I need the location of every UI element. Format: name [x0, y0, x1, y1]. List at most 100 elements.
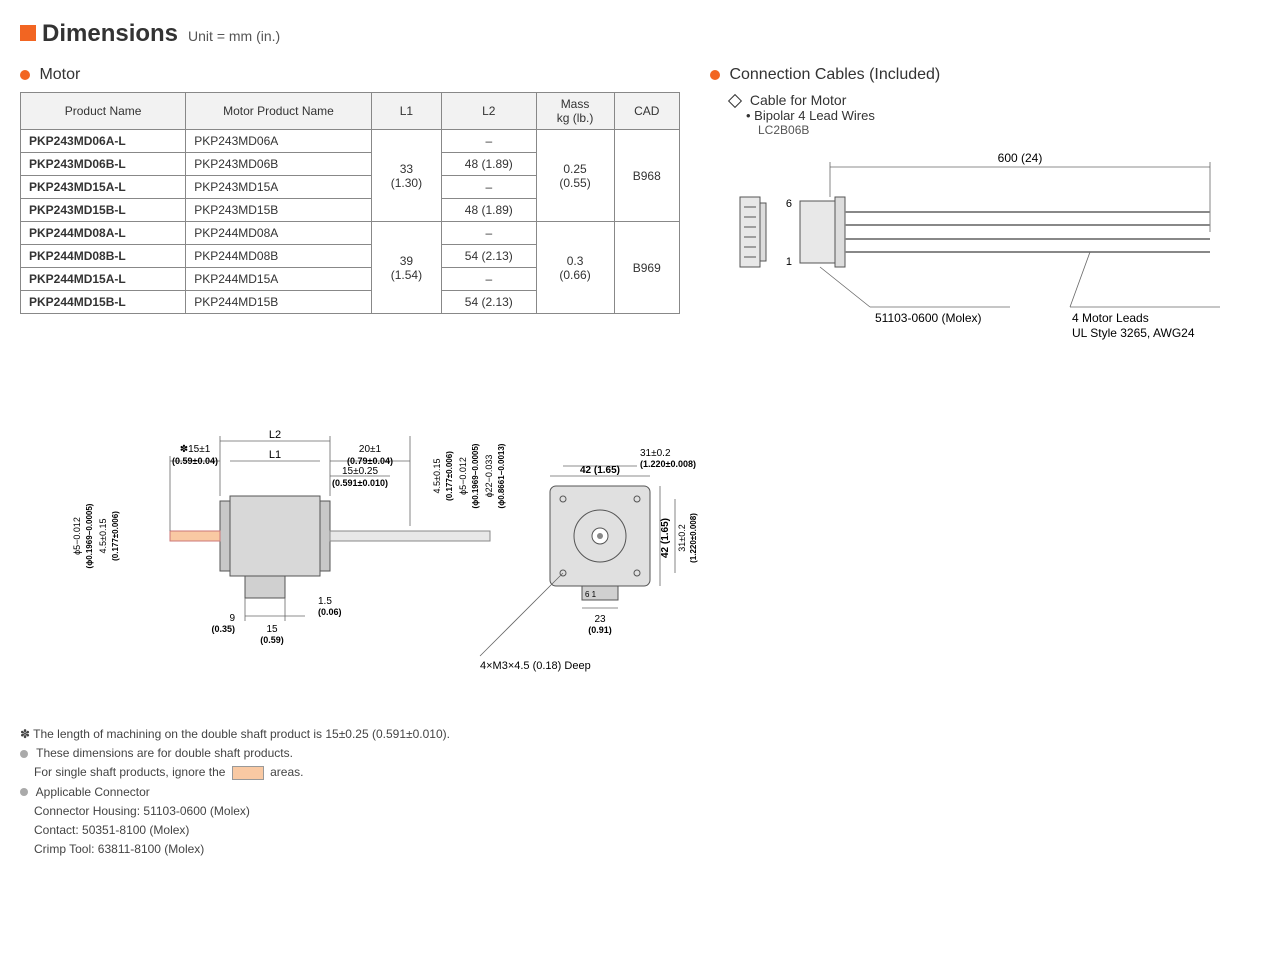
motor-dimension-diagram: L2 L1 20±1 (0.79±0.04) 15±0.25 (0.591±0.…: [20, 326, 680, 709]
cell-l2: 54 (2.13): [442, 291, 536, 314]
dim-15cin: (0.59): [260, 635, 284, 645]
table-header-row: Product Name Motor Product Name L1 L2 Ma…: [21, 93, 680, 130]
cable-leads-label1: 4 Motor Leads: [1072, 311, 1149, 325]
page-title: Dimensions: [42, 20, 178, 48]
cell-mpn: PKP244MD15A: [186, 268, 372, 291]
dim-1_5: 1.5: [318, 596, 332, 607]
dim-20: 20±1: [359, 444, 382, 455]
col-product-name: Product Name: [21, 93, 186, 130]
cell-mass-g2: 0.3(0.66): [536, 222, 614, 314]
dim-phi5ain: (ϕ0.1969−0.0005): [85, 503, 94, 568]
cable-leads-label2: UL Style 3265, AWG24: [1072, 326, 1195, 340]
cell-mass-g1: 0.25(0.55): [536, 130, 614, 222]
cell-pn: PKP244MD15B-L: [21, 291, 186, 314]
cell-mpn: PKP244MD08A: [186, 222, 372, 245]
table-row: PKP243MD06A-L PKP243MD06A 33(1.30) – 0.2…: [21, 130, 680, 153]
dim-15bin: (0.591±0.010): [332, 478, 388, 488]
foot-bullet-icon: [20, 788, 28, 796]
cell-pn: PKP243MD06B-L: [21, 153, 186, 176]
cell-pn: PKP243MD06A-L: [21, 130, 186, 153]
dim-9in: (0.35): [211, 624, 235, 634]
dim-31inv: (1.220±0.008): [689, 513, 698, 563]
square-bullet: [20, 25, 36, 41]
footnote-1b-a: For single shaft products, ignore the: [34, 765, 225, 779]
pin6: 6: [786, 198, 792, 210]
dim-9: 9: [229, 613, 235, 624]
dim-l1: L1: [269, 449, 281, 461]
cell-mpn: PKP243MD15B: [186, 199, 372, 222]
cell-mpn: PKP244MD08B: [186, 245, 372, 268]
cell-pn: PKP244MD08B-L: [21, 245, 186, 268]
dim-42v: 42 (1.65): [660, 518, 671, 558]
motor-title-text: Motor: [39, 66, 80, 83]
page-header: Dimensions Unit = mm (in.): [20, 20, 1260, 48]
col-mass: Masskg (lb.): [536, 93, 614, 130]
cell-l2: –: [442, 268, 536, 291]
dim-phi22in: (ϕ0.8661−0.0013): [497, 443, 506, 508]
cell-mpn: PKP243MD06A: [186, 130, 372, 153]
front-pins: 6 1: [585, 590, 597, 599]
dim-4_5bin: (0.177±0.006): [445, 451, 454, 501]
dim-20in: (0.79±0.04): [347, 456, 393, 466]
cell-l2: –: [442, 130, 536, 153]
cell-l1-g2: 39(1.54): [371, 222, 441, 314]
footnote-2a: Connector Housing: 51103-0600 (Molex): [34, 802, 1260, 821]
dim-31: 31±0.2: [640, 448, 671, 459]
dim-4_5ain: (0.177±0.006): [111, 511, 120, 561]
col-motor-product-name: Motor Product Name: [186, 93, 372, 130]
lead-type-text: Bipolar 4 Lead Wires: [754, 108, 875, 123]
dim-phi22: ϕ22−0.033: [484, 455, 494, 498]
dim-phi5bin: (ϕ0.1969−0.0005): [471, 443, 480, 508]
cable-section-title: Connection Cables (Included): [710, 66, 1250, 84]
cell-l2: 48 (1.89): [442, 153, 536, 176]
dim-phi5a: ϕ5−0.012: [72, 517, 82, 555]
dim-23in: (0.91): [588, 625, 612, 635]
cable-connector-label: 51103-0600 (Molex): [875, 311, 982, 325]
dim-holes: 4×M3×4.5 (0.18) Deep: [480, 660, 591, 672]
dim-23: 23: [594, 614, 606, 625]
dim-42: 42 (1.65): [580, 465, 620, 476]
cell-l2: 54 (2.13): [442, 245, 536, 268]
col-cad: CAD: [614, 93, 679, 130]
cell-pn: PKP243MD15A-L: [21, 176, 186, 199]
dim-31v: 31±0.2: [677, 524, 687, 551]
cell-mpn: PKP243MD06B: [186, 153, 372, 176]
cell-mpn: PKP244MD15B: [186, 291, 372, 314]
cell-l2: –: [442, 222, 536, 245]
dim-4_5a: 4.5±0.15: [98, 519, 108, 554]
cable-part-no: LC2B06B: [758, 123, 1250, 137]
cell-cad-g1: B968: [614, 130, 679, 222]
foot-bullet-icon: [20, 750, 28, 758]
cell-cad-g2: B969: [614, 222, 679, 314]
dim-15b: 15±0.25: [342, 466, 379, 477]
pin1: 1: [786, 256, 792, 268]
col-l2: L2: [442, 93, 536, 130]
cable-for-motor-text: Cable for Motor: [750, 92, 846, 108]
footnote-2: Applicable Connector: [20, 783, 1260, 802]
dim-15c: 15: [266, 624, 278, 635]
shaded-swatch: [232, 766, 264, 780]
dim-15ain: (0.59±0.04): [172, 456, 218, 466]
table-row: PKP244MD08A-L PKP244MD08A 39(1.54) – 0.3…: [21, 222, 680, 245]
footnote-2b: Contact: 50351-8100 (Molex): [34, 821, 1260, 840]
cell-l2: –: [442, 176, 536, 199]
footnote-1-text: These dimensions are for double shaft pr…: [36, 746, 293, 760]
footnote-1: These dimensions are for double shaft pr…: [20, 744, 1260, 763]
circle-bullet-icon: [710, 70, 720, 80]
footnote-1b: For single shaft products, ignore the ar…: [34, 763, 1260, 782]
cable-title-text: Connection Cables (Included): [729, 66, 940, 83]
dim-phi5b: ϕ5−0.012: [458, 457, 468, 495]
cable-diagram: 600 (24): [710, 137, 1250, 370]
motor-spec-table: Product Name Motor Product Name L1 L2 Ma…: [20, 92, 680, 314]
dim-600: 600 (24): [998, 151, 1043, 165]
circle-bullet-icon: [20, 70, 30, 80]
footnotes: ✽ The length of machining on the double …: [20, 725, 1260, 859]
footnote-2c: Crimp Tool: 63811-8100 (Molex): [34, 840, 1260, 859]
cell-pn: PKP244MD15A-L: [21, 268, 186, 291]
cell-pn: PKP244MD08A-L: [21, 222, 186, 245]
cell-mpn: PKP243MD15A: [186, 176, 372, 199]
cable-lead-type: • Bipolar 4 Lead Wires: [746, 108, 1250, 123]
cell-l1-g1: 33(1.30): [371, 130, 441, 222]
dim-31in: (1.220±0.008): [640, 459, 696, 469]
cell-pn: PKP243MD15B-L: [21, 199, 186, 222]
